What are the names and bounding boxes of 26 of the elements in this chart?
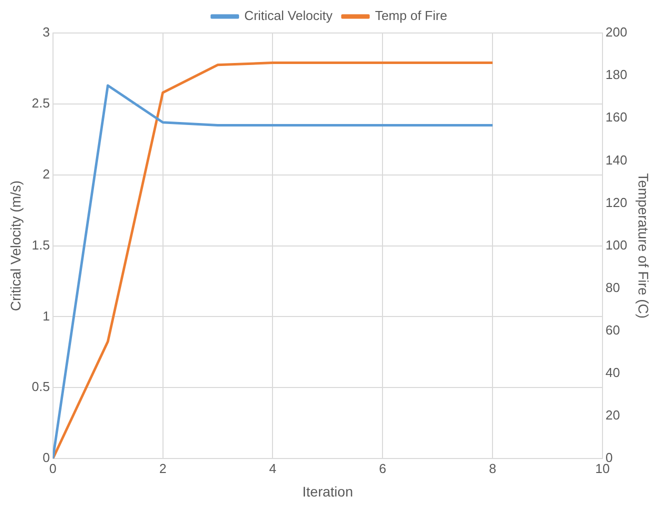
y-tick-label: 1 <box>42 308 50 324</box>
y2-tick-label: 80 <box>606 280 620 295</box>
y2-tick-label: 180 <box>606 67 628 82</box>
y-tick-label: 2.5 <box>32 96 50 111</box>
x-tick-label: 6 <box>379 460 386 476</box>
y-tick-label: 1.5 <box>32 237 50 252</box>
y2-tick-label: 200 <box>606 24 628 40</box>
x-tick-label: 2 <box>159 460 166 476</box>
y-tick-label: 0 <box>42 450 50 466</box>
x-tick-label: 8 <box>488 460 496 476</box>
y-tick-label: 2 <box>42 166 50 182</box>
y2-tick-label: 140 <box>606 152 628 168</box>
x-axis-title: Iteration <box>302 483 353 500</box>
y2-axis-title: Temperature of Fire (C) <box>636 173 652 319</box>
y2-tick-label: 40 <box>606 365 620 380</box>
y-axis-title: Critical Velocity (m/s) <box>7 180 24 312</box>
x-tick-label: 4 <box>269 460 276 476</box>
y2-tick-label: 20 <box>606 408 620 423</box>
y2-tick-label: 60 <box>606 322 620 338</box>
y2-tick-label: 120 <box>606 194 628 210</box>
legend-label: Temp of Fire <box>374 8 448 24</box>
y2-tick-label: 160 <box>606 110 628 125</box>
legend-label: Critical Velocity <box>244 8 333 24</box>
y-tick-label: 3 <box>42 24 50 40</box>
y-tick-label: 0.5 <box>32 379 50 394</box>
y2-tick-label: 100 <box>606 237 628 252</box>
